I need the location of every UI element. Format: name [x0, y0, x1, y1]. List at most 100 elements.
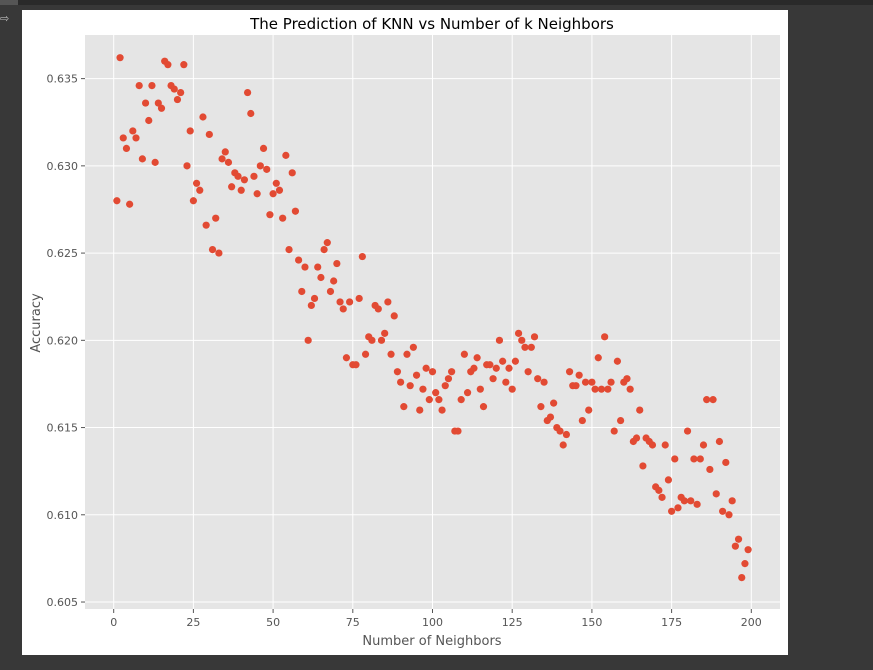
data-point — [687, 497, 695, 505]
data-point — [253, 190, 261, 198]
data-point — [690, 455, 698, 463]
data-point — [387, 350, 395, 358]
data-point — [186, 127, 194, 135]
data-point — [604, 385, 612, 393]
data-point — [256, 162, 264, 170]
x-tick-label: 0 — [110, 616, 117, 629]
data-point — [419, 385, 427, 393]
data-point — [129, 127, 137, 135]
data-point — [706, 465, 714, 474]
data-point — [272, 179, 280, 187]
data-point — [189, 197, 197, 205]
scatter-chart: 0 25 50 75 100 125 150 175 200 0.605 0.610 0.615 0.6… — [29, 15, 780, 649]
data-point — [607, 378, 615, 386]
data-point — [578, 416, 586, 425]
data-point — [291, 207, 300, 215]
data-point — [680, 497, 688, 505]
data-point — [636, 406, 644, 414]
data-point — [224, 158, 233, 166]
data-point — [719, 507, 727, 515]
data-point — [177, 88, 185, 97]
data-point — [709, 396, 717, 404]
data-point — [581, 378, 590, 386]
x-tick-label: 150 — [581, 616, 602, 629]
data-point — [435, 396, 443, 404]
data-point — [479, 403, 488, 411]
data-point — [170, 85, 178, 93]
data-point — [336, 298, 344, 306]
x-tick-label: 50 — [266, 616, 280, 629]
grid-lines — [85, 35, 780, 609]
data-point — [384, 298, 392, 306]
data-point — [381, 329, 389, 337]
data-point — [693, 500, 701, 508]
data-point — [157, 104, 166, 112]
data-point — [266, 211, 274, 219]
y-tick-label: 0.615 — [47, 422, 79, 435]
data-point — [192, 179, 201, 187]
data-point — [722, 458, 730, 467]
data-point — [499, 357, 507, 365]
data-point — [505, 364, 513, 372]
data-point — [310, 294, 319, 303]
y-tick-label: 0.620 — [47, 334, 79, 347]
data-point — [250, 172, 258, 180]
data-point — [212, 214, 220, 222]
data-point — [317, 273, 325, 282]
data-point — [559, 441, 567, 449]
data-point — [556, 427, 564, 435]
data-point — [237, 186, 245, 194]
data-points — [113, 54, 752, 582]
data-point — [489, 375, 497, 383]
data-point — [518, 336, 526, 344]
data-point — [279, 214, 287, 222]
data-point — [540, 378, 548, 386]
output-arrow-icon[interactable]: ⇨ — [0, 12, 10, 25]
data-point — [148, 81, 156, 90]
data-point — [145, 116, 153, 125]
data-point — [623, 375, 631, 383]
data-point — [594, 354, 602, 362]
data-point — [221, 148, 229, 156]
x-tick-label: 100 — [422, 616, 443, 629]
data-point — [180, 61, 188, 69]
y-tick-label: 0.635 — [47, 73, 79, 86]
data-point — [135, 81, 143, 90]
data-point — [613, 357, 622, 365]
data-point — [333, 259, 341, 268]
data-point — [183, 162, 191, 170]
data-point — [658, 493, 666, 501]
data-point — [495, 336, 504, 344]
data-point — [425, 396, 433, 404]
data-point — [307, 301, 315, 310]
data-point — [154, 99, 162, 107]
data-point — [138, 155, 146, 163]
data-point — [400, 403, 408, 411]
data-point — [632, 434, 641, 442]
data-point — [441, 382, 449, 390]
data-point — [269, 190, 277, 198]
data-point — [326, 287, 335, 296]
data-point — [562, 430, 570, 439]
x-tick-label: 75 — [346, 616, 360, 629]
data-point — [368, 336, 376, 344]
data-point — [358, 252, 366, 261]
data-point — [116, 54, 124, 62]
data-point — [731, 542, 739, 550]
data-point — [626, 385, 634, 393]
data-point — [699, 441, 708, 449]
data-point — [151, 158, 159, 166]
chart-title: The Prediction of KNN vs Number of k Nei… — [249, 15, 614, 33]
data-point — [565, 368, 574, 376]
data-point — [301, 263, 309, 271]
data-point — [463, 389, 472, 397]
data-point — [655, 486, 663, 494]
data-point — [530, 333, 539, 341]
data-point — [205, 130, 213, 139]
x-axis-label: Number of Neighbors — [362, 634, 501, 649]
data-point — [164, 61, 172, 69]
data-point — [448, 368, 456, 376]
data-point — [438, 406, 446, 414]
data-point — [119, 134, 127, 142]
data-point — [738, 573, 746, 582]
